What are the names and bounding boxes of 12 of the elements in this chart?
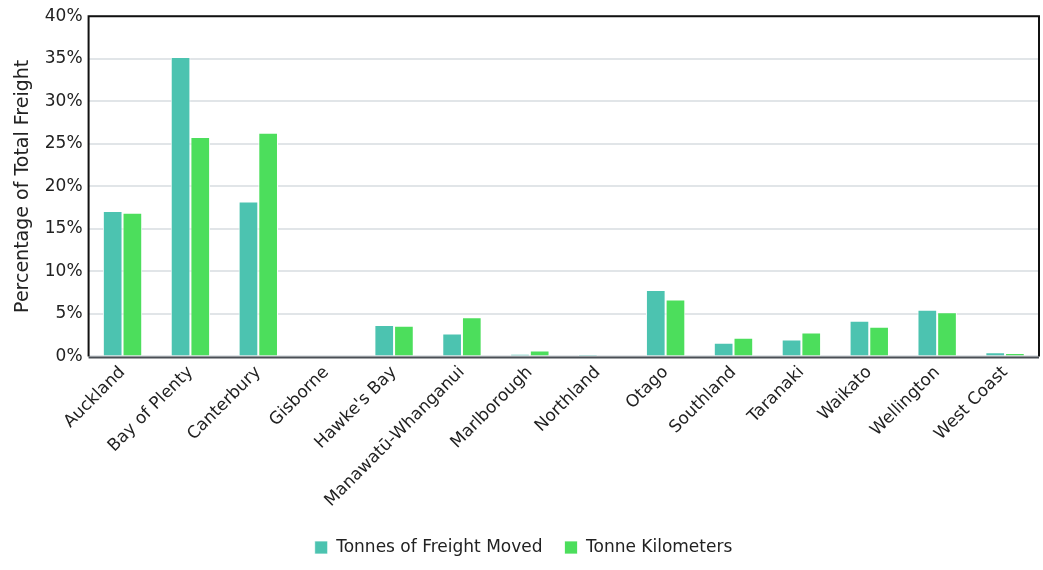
y-tick-label: 20% [44, 174, 83, 195]
y-tick-label: 25% [44, 132, 83, 153]
y-tick-label: 35% [44, 47, 83, 68]
y-tick-label: 15% [44, 217, 83, 238]
y-tick-label: 30% [44, 89, 83, 110]
y-axis-title: Percentage of Total Freight [10, 59, 33, 313]
y-tick-label: 0% [55, 344, 83, 365]
y-tick-label: 5% [55, 302, 83, 323]
legend-label: Tonne Kilometers [585, 535, 733, 556]
y-tick-label: 40% [44, 4, 83, 25]
y-tick-label: 10% [44, 259, 83, 280]
legend-label: Tonnes of Freight Moved [335, 535, 543, 556]
